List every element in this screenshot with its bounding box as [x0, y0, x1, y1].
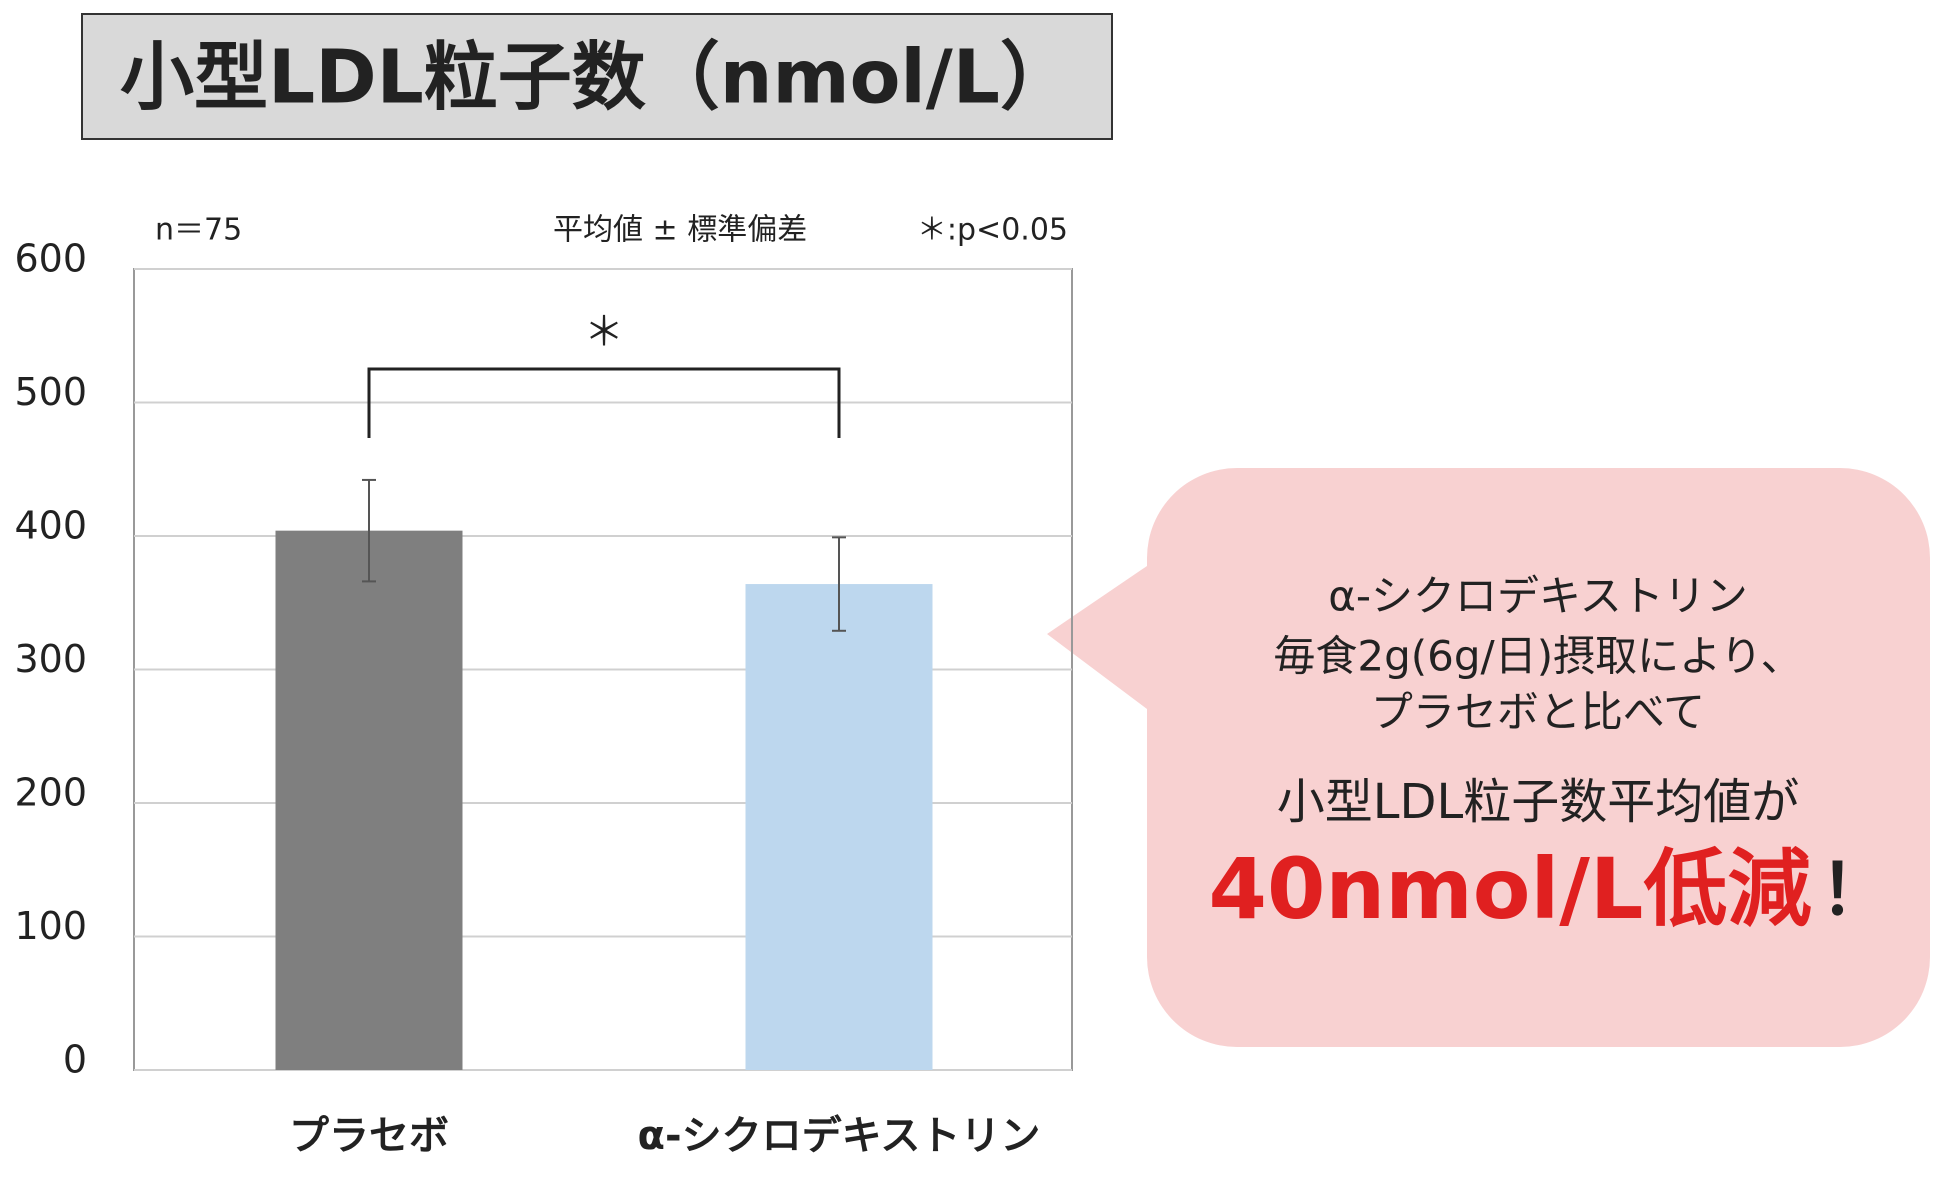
callout-line: 毎食2g(6g/日)摂取により、 — [1273, 632, 1802, 681]
significance-bracket — [367, 367, 841, 438]
y-tick-label: 300 — [14, 637, 87, 681]
callout-line: プラセボと比べて — [1371, 688, 1705, 737]
x-tick-label: α-シクロデキストリン — [638, 1113, 1041, 1159]
callout-box — [1147, 468, 1930, 1047]
y-tick-label: 600 — [14, 237, 87, 281]
x-tick-label: プラセボ — [289, 1113, 449, 1159]
bar — [745, 584, 933, 1070]
callout-pointer — [1047, 566, 1147, 709]
title-box — [81, 13, 1113, 140]
y-tick-label: 0 — [63, 1038, 87, 1082]
annotation: ＊:p<0.05 — [917, 213, 1068, 248]
annotation: 平均値 ± 標準偏差 — [553, 213, 807, 248]
callout-highlight: 40nmol/L低減 — [1209, 840, 1812, 938]
y-tick-label: 400 — [14, 504, 87, 548]
callout-line: 小型LDL粒子数平均値が — [1277, 774, 1799, 830]
significance-label: ＊ — [584, 309, 624, 355]
chart-title: 小型LDL粒子数（nmol/L） — [120, 35, 1074, 121]
bar — [275, 530, 463, 1070]
y-tick-label: 500 — [14, 370, 87, 414]
y-tick-label: 100 — [14, 904, 87, 948]
annotation: n＝75 — [155, 213, 242, 248]
callout-mark: ！ — [1820, 849, 1890, 931]
y-tick-label: 200 — [14, 771, 87, 815]
callout-line: α-シクロデキストリン — [1328, 572, 1748, 621]
